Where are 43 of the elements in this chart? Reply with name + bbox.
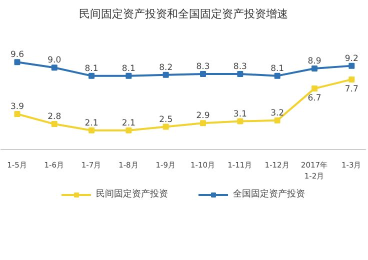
point xyxy=(51,121,58,128)
chart-title: 民间固定资产投资和全国固定资产投资增速 xyxy=(79,8,288,20)
point xyxy=(14,111,20,118)
data-label: 8.2 xyxy=(159,62,173,73)
data-label: 2.1 xyxy=(122,118,136,128)
data-label: 3.1 xyxy=(233,109,247,120)
data-label: 2.8 xyxy=(48,112,62,122)
data-label: 3.2 xyxy=(270,108,284,118)
point xyxy=(88,127,95,134)
point xyxy=(348,76,355,82)
data-label: 2.1 xyxy=(84,118,98,128)
data-label: 2.9 xyxy=(196,111,210,122)
point xyxy=(311,66,318,72)
data-label: 3.9 xyxy=(10,102,24,112)
point xyxy=(237,71,244,77)
data-label: 7.7 xyxy=(344,84,358,94)
point xyxy=(200,120,206,126)
point xyxy=(162,72,169,78)
data-label: 8.3 xyxy=(233,62,247,72)
point xyxy=(14,59,20,66)
data-label: 9.6 xyxy=(10,50,24,60)
point xyxy=(311,86,318,92)
point xyxy=(200,71,206,77)
point xyxy=(237,118,244,124)
point xyxy=(126,127,132,134)
point xyxy=(274,117,280,124)
data-label: 8.1 xyxy=(84,64,98,74)
point xyxy=(274,72,280,79)
data-label: 8.1 xyxy=(270,64,284,74)
data-label: 9.2 xyxy=(344,54,358,64)
data-label: 2.5 xyxy=(159,114,173,125)
data-label: 6.7 xyxy=(308,94,322,104)
data-label: 8.1 xyxy=(122,64,136,74)
point xyxy=(51,64,58,71)
legend-label: 民间固定资产投资 xyxy=(96,188,168,200)
point xyxy=(162,124,169,130)
data-label: 8.3 xyxy=(196,62,210,72)
legend-label: 全国固定资产投资 xyxy=(233,188,305,200)
point xyxy=(88,72,95,79)
point xyxy=(348,62,355,69)
data-label: 8.9 xyxy=(308,56,322,67)
data-label: 9.0 xyxy=(48,56,62,66)
point xyxy=(126,72,132,79)
